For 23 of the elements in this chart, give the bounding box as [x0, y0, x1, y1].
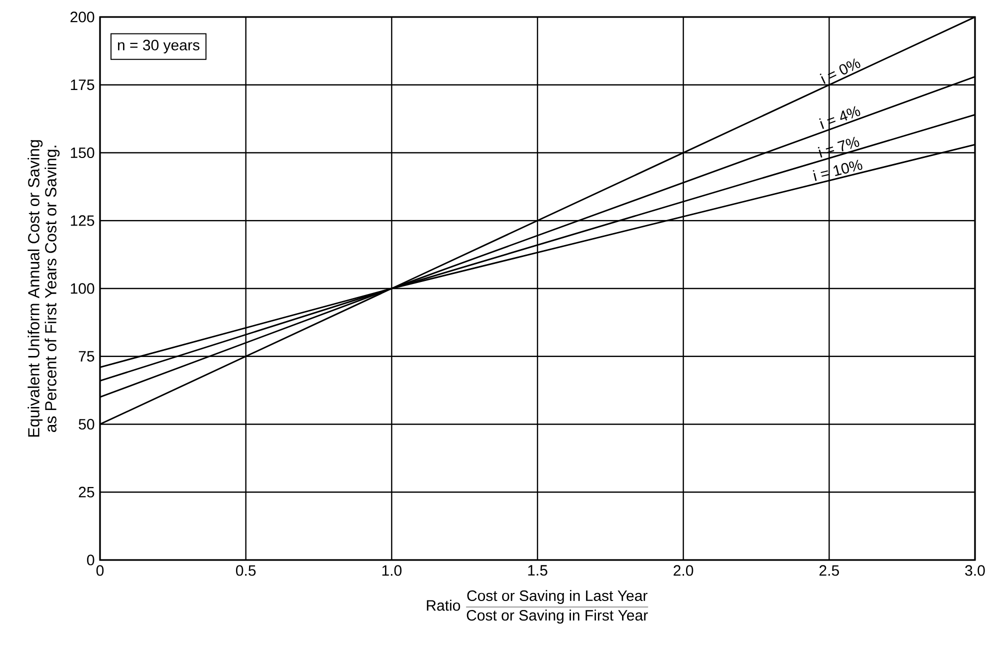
y-tick-label: 25 [78, 486, 94, 498]
x-tick-label: 0 [96, 565, 104, 576]
text: Cost or Saving in Last Year [467, 590, 648, 604]
y-tick-label: 175 [70, 80, 94, 90]
text: i = 10% [812, 160, 862, 181]
text: Cost or Saving in First Year [466, 610, 648, 624]
y-axis-title: Equivalent Uniform Annual Cost or Saving as Percent of First Years Cost or Saving. [28, 140, 60, 437]
x-tick-label: 2.5 [819, 565, 839, 576]
annotation: n = 30 years [118, 40, 200, 54]
x-axis-title: Ratio [426, 600, 460, 611]
x-tick-label: 2.0 [674, 565, 694, 576]
text: i = 0% [820, 58, 860, 84]
y-tick-label: 150 [70, 147, 94, 158]
y-tick-label: 50 [78, 418, 94, 430]
y-tick-label: 200 [70, 12, 94, 22]
y-tick-label: 125 [70, 215, 94, 226]
y-tick-label: 0 [87, 554, 94, 566]
y-tick-label: 100 [70, 283, 94, 294]
x-tick-label: 3.0 [965, 565, 985, 576]
x-tick-label: 1.0 [382, 565, 402, 576]
x-tick-label: 1.5 [528, 565, 548, 576]
x-tick-label: 0.5 [236, 565, 256, 576]
y-tick-label: 75 [78, 351, 94, 362]
